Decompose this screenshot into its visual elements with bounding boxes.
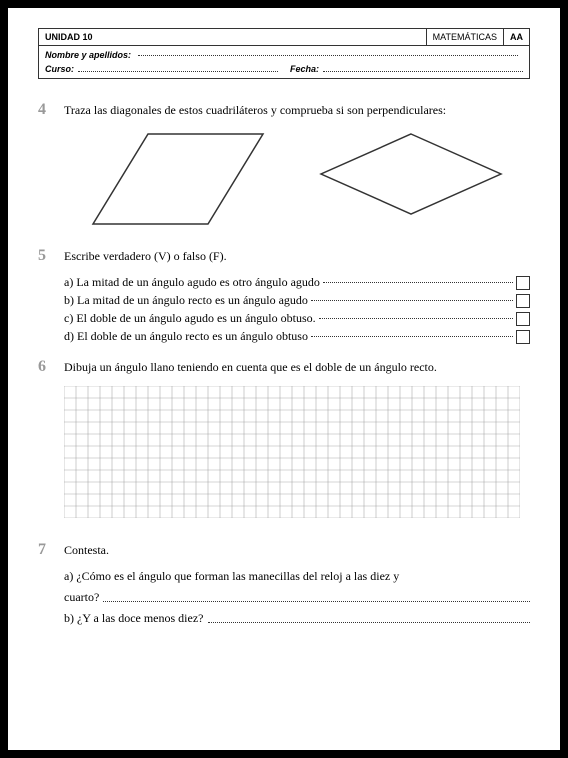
course-date-row: Curso: Fecha: xyxy=(39,64,529,78)
q7-a-cont: cuarto? xyxy=(64,590,99,605)
parallelogram-polygon xyxy=(93,134,263,224)
q4-text: Traza las diagonales de estos cuadriláte… xyxy=(64,101,530,119)
q7-a-line1: a) ¿Cómo es el ángulo que forman las man… xyxy=(64,569,530,584)
date-label: Fecha: xyxy=(290,64,319,74)
q7-text: Contesta. xyxy=(64,541,530,559)
grid-svg xyxy=(64,386,520,518)
q4-number: 4 xyxy=(38,101,54,119)
q6-number: 6 xyxy=(38,358,54,376)
q5-b-checkbox[interactable] xyxy=(516,294,530,308)
q5-item-c: c) El doble de un ángulo agudo es un áng… xyxy=(64,311,530,326)
course-input-line[interactable] xyxy=(78,62,278,72)
shapes-row xyxy=(64,129,530,229)
question-6: 6 Dibuja un ángulo llano teniendo en cue… xyxy=(38,358,530,523)
header-row-top: UNIDAD 10 MATEMÁTICAS AA xyxy=(39,29,529,46)
unit-label: UNIDAD 10 xyxy=(39,29,99,45)
q5-c-checkbox[interactable] xyxy=(516,312,530,326)
q6-text: Dibuja un ángulo llano teniendo en cuent… xyxy=(64,358,530,376)
q7-b-text: b) ¿Y a las doce menos diez? xyxy=(64,611,204,626)
q5-d-checkbox[interactable] xyxy=(516,330,530,344)
worksheet-page: UNIDAD 10 MATEMÁTICAS AA Nombre y apelli… xyxy=(8,8,560,750)
q5-d-text: d) El doble de un ángulo recto es un áng… xyxy=(64,329,308,344)
q5-a-text: a) La mitad de un ángulo agudo es otro á… xyxy=(64,275,320,290)
q5-item-a: a) La mitad de un ángulo agudo es otro á… xyxy=(64,275,530,290)
question-5: 5 Escribe verdadero (V) o falso (F). a) … xyxy=(38,247,530,344)
header-box: UNIDAD 10 MATEMÁTICAS AA Nombre y apelli… xyxy=(38,28,530,79)
level-label: AA xyxy=(503,29,529,45)
parallelogram-shape xyxy=(88,129,268,229)
drawing-grid[interactable] xyxy=(64,386,530,523)
course-label: Curso: xyxy=(45,64,74,74)
q5-number: 5 xyxy=(38,247,54,265)
q7-a-text: a) ¿Cómo es el ángulo que forman las man… xyxy=(64,569,399,584)
name-label: Nombre y apellidos: xyxy=(45,50,131,60)
q5-a-checkbox[interactable] xyxy=(516,276,530,290)
q5-item-b: b) La mitad de un ángulo recto es un áng… xyxy=(64,293,530,308)
q7-a-answer-line[interactable] xyxy=(103,587,530,602)
q5-b-text: b) La mitad de un ángulo recto es un áng… xyxy=(64,293,308,308)
q7-b-answer-line[interactable] xyxy=(208,608,531,623)
question-4: 4 Traza las diagonales de estos cuadrilá… xyxy=(38,101,530,229)
rhombus-polygon xyxy=(321,134,501,214)
q5-item-d: d) El doble de un ángulo recto es un áng… xyxy=(64,329,530,344)
q5-c-text: c) El doble de un ángulo agudo es un áng… xyxy=(64,311,316,326)
q7-a-line2: cuarto? xyxy=(64,590,530,605)
question-7: 7 Contesta. a) ¿Cómo es el ángulo que fo… xyxy=(38,541,530,626)
q7-b-line: b) ¿Y a las doce menos diez? xyxy=(64,611,530,626)
rhombus-shape xyxy=(316,129,506,219)
subject-label: MATEMÁTICAS xyxy=(426,29,503,45)
name-input-line[interactable] xyxy=(138,55,518,56)
date-input-line[interactable] xyxy=(323,62,523,72)
q7-number: 7 xyxy=(38,541,54,559)
q5-text: Escribe verdadero (V) o falso (F). xyxy=(64,247,530,265)
